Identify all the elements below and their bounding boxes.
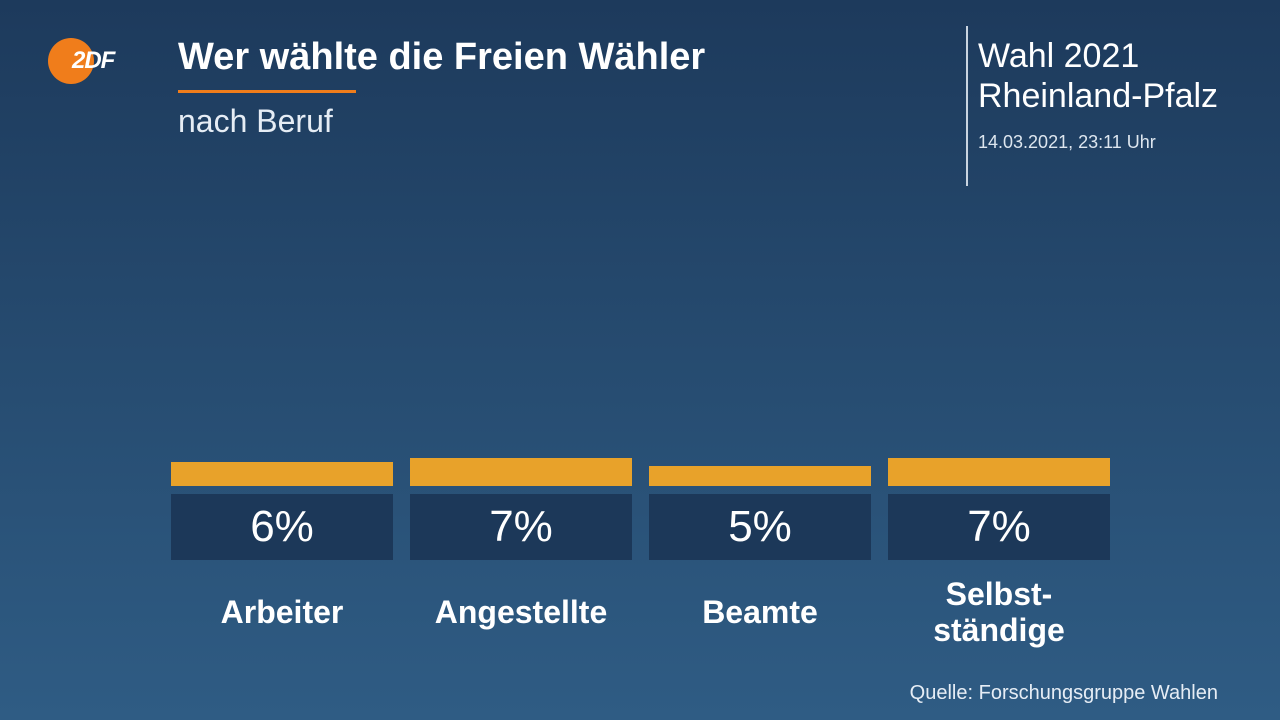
election-region: Rheinland-Pfalz bbox=[978, 77, 1219, 115]
category-label-2: Beamte bbox=[702, 594, 818, 630]
value-label-0: 6% bbox=[171, 494, 393, 560]
source-note: Quelle: Forschungsgruppe Wahlen bbox=[909, 682, 1218, 704]
bar-3 bbox=[888, 458, 1110, 486]
page-title: Wer wählte die Freien Wähler bbox=[178, 36, 706, 78]
bar-1 bbox=[410, 458, 632, 486]
category-label-0: Arbeiter bbox=[220, 594, 344, 630]
value-label-1: 7% bbox=[410, 494, 632, 560]
zdf-logo-circle bbox=[48, 38, 94, 84]
bar-0 bbox=[171, 462, 393, 486]
value-label-3: 7% bbox=[888, 494, 1110, 560]
election-year: Wahl 2021 bbox=[978, 37, 1140, 75]
bar-2 bbox=[649, 466, 871, 486]
timestamp: 14.03.2021, 23:11 Uhr bbox=[978, 132, 1156, 152]
header-divider bbox=[966, 26, 968, 186]
page-subtitle: nach Beruf bbox=[178, 103, 333, 139]
zdf-logo-text: 2DF bbox=[72, 47, 115, 74]
election-label: Wahl 2021 Rheinland-Pfalz bbox=[978, 36, 1218, 116]
zdf-logo: 2DF bbox=[48, 38, 138, 84]
value-label-2: 5% bbox=[649, 494, 871, 560]
category-label-1: Angestellte bbox=[434, 594, 608, 630]
title-underline bbox=[178, 90, 356, 93]
category-label-3: Selbst- ständige bbox=[933, 576, 1065, 648]
